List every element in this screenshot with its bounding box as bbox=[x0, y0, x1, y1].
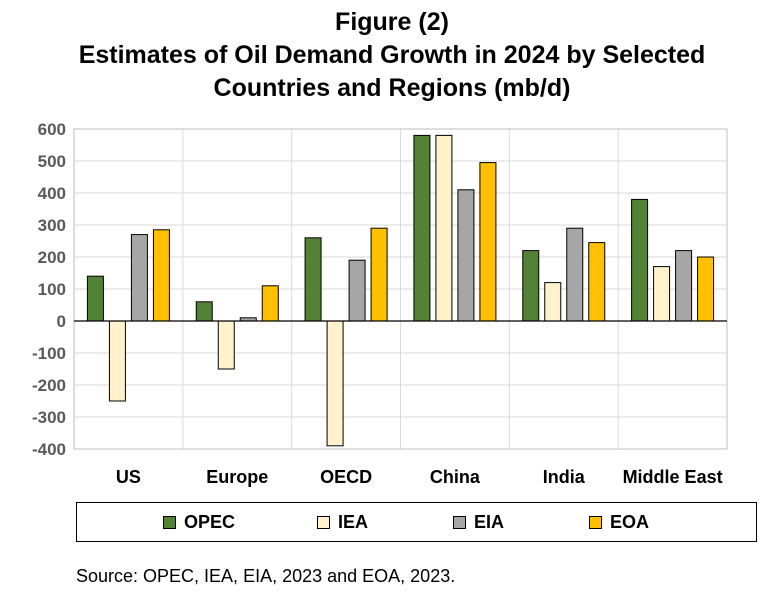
chart-title: Figure (2) Estimates of Oil Demand Growt… bbox=[0, 6, 784, 105]
x-category-label: OECD bbox=[320, 467, 372, 487]
title-line-3: Countries and Regions (mb/d) bbox=[213, 74, 571, 102]
bar-eoa bbox=[479, 162, 497, 322]
bar-opec bbox=[631, 198, 649, 322]
y-tick-label: 0 bbox=[57, 312, 66, 331]
bar-eoa bbox=[370, 227, 388, 322]
x-category-label: India bbox=[543, 467, 586, 487]
bar-iea bbox=[653, 266, 671, 322]
bar-eoa bbox=[261, 285, 279, 322]
bar-eoa bbox=[588, 242, 606, 322]
bar-eia bbox=[566, 227, 584, 322]
y-tick-label: 200 bbox=[38, 248, 66, 267]
bar-opec bbox=[304, 237, 322, 322]
y-tick-label: 100 bbox=[38, 280, 66, 299]
y-tick-label: 300 bbox=[38, 216, 66, 235]
y-tick-label: -100 bbox=[32, 344, 66, 363]
bar-opec bbox=[413, 134, 431, 322]
bar-opec bbox=[522, 250, 540, 322]
bar-iea bbox=[544, 282, 562, 322]
bar-iea bbox=[326, 320, 344, 447]
bar-opec bbox=[86, 275, 104, 322]
y-tick-label: 600 bbox=[38, 120, 66, 139]
legend-item-opec: OPEC bbox=[163, 503, 235, 541]
y-tick-label: -400 bbox=[32, 440, 66, 459]
legend-swatch-eia bbox=[453, 515, 466, 529]
legend-label-eia: EIA bbox=[474, 511, 505, 532]
bar-iea bbox=[108, 320, 126, 402]
legend-item-iea: IEA bbox=[317, 503, 368, 541]
legend-item-eia: EIA bbox=[453, 503, 504, 541]
x-category-label: China bbox=[430, 467, 481, 487]
source-note: Source: OPEC, IEA, EIA, 2023 and EOA, 20… bbox=[76, 566, 456, 586]
legend-item-eoa: EOA bbox=[589, 503, 649, 541]
bar-eia bbox=[457, 189, 475, 322]
bar-eia bbox=[348, 259, 366, 322]
bar-eia bbox=[675, 250, 693, 322]
plot-area-border bbox=[73, 128, 728, 450]
y-tick-label: -300 bbox=[32, 408, 66, 427]
legend-swatch-iea bbox=[317, 515, 330, 529]
bar-opec bbox=[195, 301, 213, 322]
x-category-label: Europe bbox=[206, 467, 268, 487]
x-category-label: Middle East bbox=[623, 467, 723, 487]
y-tick-label: 400 bbox=[38, 184, 66, 203]
bar-iea bbox=[217, 320, 235, 370]
bar-eoa bbox=[697, 256, 715, 322]
y-tick-label: 500 bbox=[38, 152, 66, 171]
bar-eia bbox=[130, 234, 148, 322]
bar-iea bbox=[435, 134, 453, 322]
bar-eoa bbox=[152, 229, 170, 322]
chart-legend: OPEC IEA EIA EOA bbox=[76, 502, 757, 542]
legend-label-opec: OPEC bbox=[184, 511, 236, 532]
x-category-label: US bbox=[116, 467, 141, 487]
legend-swatch-eoa bbox=[589, 515, 602, 529]
legend-swatch-opec bbox=[163, 515, 176, 529]
legend-label-eoa: EOA bbox=[610, 511, 650, 532]
y-tick-label: -200 bbox=[32, 376, 66, 395]
title-line-2: Estimates of Oil Demand Growth in 2024 b… bbox=[78, 41, 706, 69]
title-line-1: Figure (2) bbox=[335, 8, 449, 36]
legend-label-iea: IEA bbox=[338, 511, 369, 532]
bar-chart: 600 500 400 300 200 100 0 -100 -200 -300 -400 US Eur… bbox=[32, 120, 728, 487]
